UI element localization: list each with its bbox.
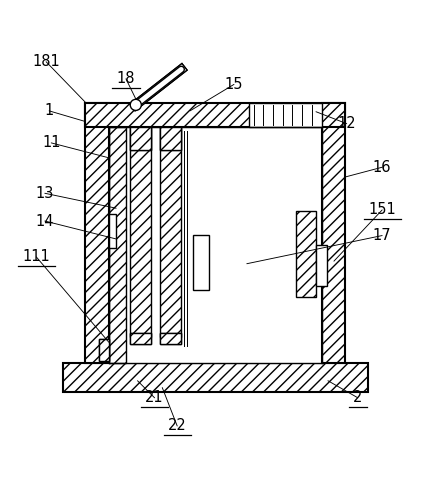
Text: 2: 2	[352, 390, 362, 405]
Circle shape	[130, 99, 141, 110]
Bar	[160, 127, 180, 150]
Bar	[130, 127, 150, 337]
Text: 21: 21	[145, 390, 164, 405]
Bar	[109, 214, 115, 248]
Bar	[130, 333, 150, 344]
Bar	[160, 127, 180, 337]
Text: 11: 11	[42, 136, 60, 150]
Text: 12: 12	[337, 116, 355, 131]
Text: 111: 111	[23, 249, 50, 264]
Bar	[160, 333, 180, 344]
Bar	[248, 103, 321, 127]
Text: 17: 17	[372, 228, 391, 243]
Bar	[85, 103, 344, 127]
Text: 18: 18	[116, 71, 135, 86]
Bar	[109, 127, 321, 363]
Bar	[99, 339, 109, 361]
Bar	[63, 363, 367, 392]
Bar	[130, 127, 150, 150]
Bar	[160, 127, 180, 150]
Bar	[109, 127, 126, 363]
Text: 181: 181	[32, 54, 60, 69]
Bar	[85, 103, 109, 363]
Text: 16: 16	[372, 160, 391, 175]
Bar	[130, 127, 150, 150]
Text: 1: 1	[44, 103, 54, 118]
Text: 13: 13	[35, 186, 54, 201]
Bar	[321, 103, 344, 363]
Bar	[192, 235, 208, 290]
Text: 22: 22	[167, 418, 186, 434]
Text: 15: 15	[224, 77, 243, 92]
Text: 14: 14	[35, 213, 54, 229]
Bar	[130, 333, 150, 344]
Bar	[316, 246, 326, 286]
Bar	[160, 333, 180, 344]
Bar	[99, 339, 109, 361]
Text: 151: 151	[368, 202, 395, 217]
Bar	[295, 211, 316, 297]
